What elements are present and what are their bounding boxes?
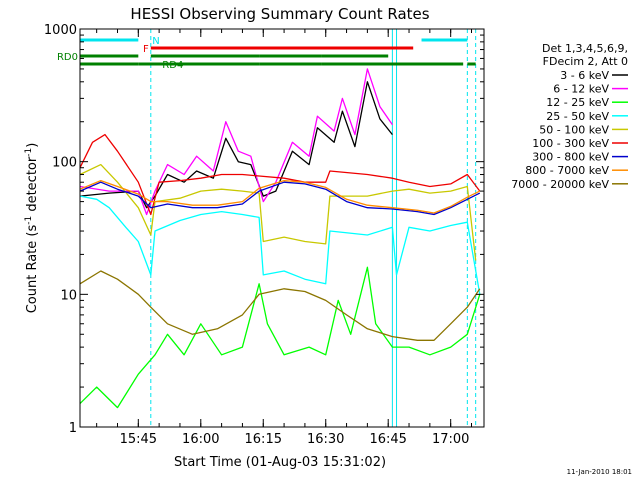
legend-label-3-6-kev: 3 - 6 keV [560, 69, 609, 82]
legend: Det 1,3,4,5,6,9, FDecim 2, Att 0 3 - 6 k… [511, 42, 628, 191]
flag-label-rd0: RD0 [57, 52, 78, 63]
legend-label-800-7000-kev: 800 - 7000 keV [525, 164, 609, 177]
series-50-100-kev-line-0 [79, 163, 477, 261]
y-axis-label: Count Rate (s-1 detector-1) [24, 143, 40, 314]
legend-label-7000-20000-kev: 7000 - 20000 keV [511, 178, 609, 191]
vertical-markers [150, 29, 477, 427]
series-300-800-kev-line-0 [79, 181, 481, 216]
flag-bars: NF RD0 RD4 [57, 36, 476, 71]
plot-frame [79, 28, 485, 428]
legend-label-300-800-kev: 300 - 800 keV [532, 151, 609, 164]
x-tick-label: 16:15 [245, 432, 282, 447]
series-lines [79, 68, 481, 409]
footer-date: 11-Jan-2010 18:01 [567, 468, 632, 476]
x-tick-label: 16:00 [182, 432, 219, 447]
flag-label-f: F [143, 44, 149, 55]
series-6-12-kev-line-0 [79, 68, 393, 216]
legend-label-50-100-kev: 50 - 100 keV [539, 123, 609, 136]
y-tick-label: 100 [52, 156, 77, 171]
chart-title: HESSI Observing Summary Count Rates [130, 5, 429, 23]
axes: 15:45 16:00 16:15 16:30 16:45 17:00 1 10 100 1000 [44, 23, 484, 447]
legend-label-25-50-kev: 25 - 50 keV [546, 110, 609, 123]
legend-header-2: FDecim 2, Att 0 [543, 55, 628, 68]
legend-label-12-25-kev: 12 - 25 keV [546, 96, 609, 109]
x-tick-label: 16:45 [369, 432, 406, 447]
flag-label-n: N [152, 36, 159, 47]
x-tick-label: 17:00 [432, 432, 469, 447]
legend-label-6-12-kev: 6 - 12 keV [553, 83, 609, 96]
y-tick-label: 10 [60, 288, 77, 303]
series-12-25-kev-line-0 [79, 266, 481, 409]
x-axis-label: Start Time (01-Aug-03 15:31:02) [174, 455, 386, 470]
series-25-50-kev-line-0 [79, 195, 481, 295]
legend-header-1: Det 1,3,4,5,6,9, [542, 42, 628, 55]
series-800-7000-kev-line-0 [79, 179, 481, 214]
y-tick-label: 1 [69, 421, 77, 436]
x-tick-label: 15:45 [120, 432, 157, 447]
legend-label-100-300-kev: 100 - 300 keV [532, 137, 609, 150]
series-7000-20000-kev-line-0 [79, 270, 481, 341]
x-tick-label: 16:30 [307, 432, 344, 447]
y-tick-label: 1000 [44, 23, 77, 38]
series-100-300-kev-line-0 [79, 133, 481, 216]
flag-label-rd4: RD4 [162, 60, 183, 71]
